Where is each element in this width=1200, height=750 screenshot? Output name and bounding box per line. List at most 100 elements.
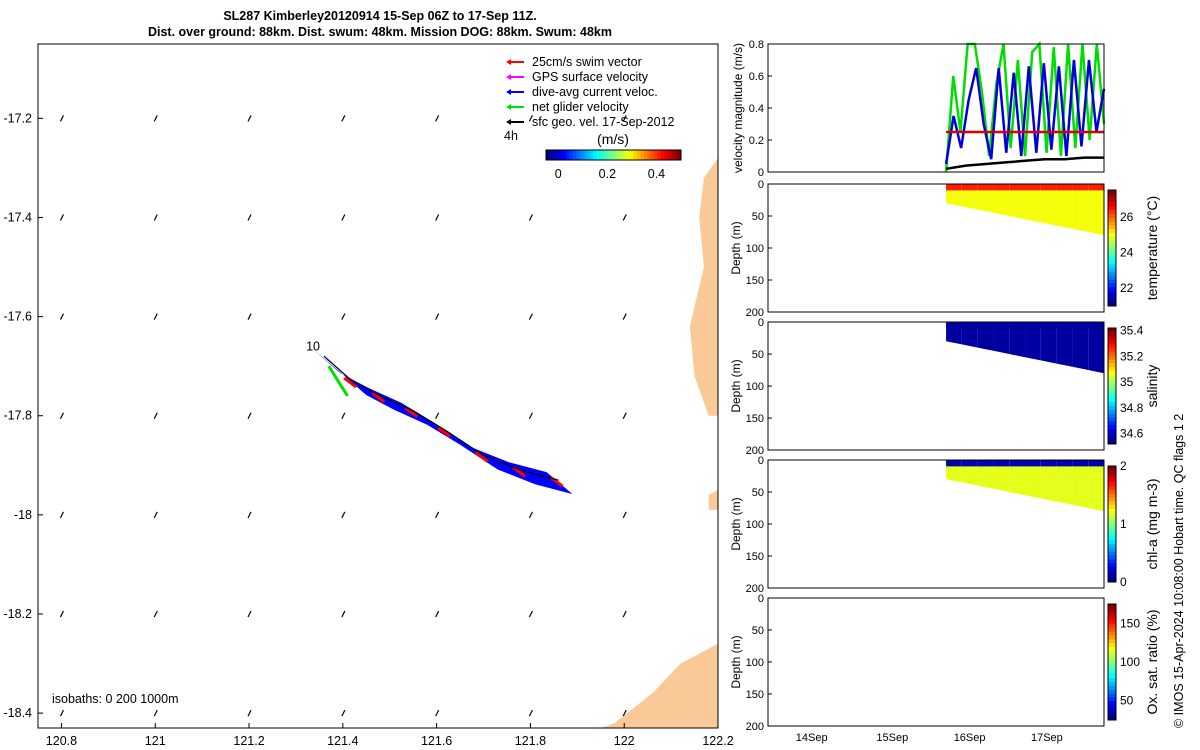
profile-colorbar-cell [1108, 290, 1116, 295]
map-ytick-label: -17.4 [4, 210, 33, 224]
figure-title: SL287 Kimberley20120914 15-Sep 06Z to 17… [0, 8, 760, 40]
profile-ytick-label: 0 [758, 179, 764, 191]
profile-colorbar-cell [1108, 627, 1116, 632]
profile-colorbar-cell [1108, 420, 1116, 426]
velocity-ytick-label: 0.2 [749, 135, 764, 147]
profile-colorbar-cell [1108, 554, 1116, 560]
colorbar-tick-label: 0 [555, 167, 562, 181]
current-vector [341, 313, 346, 320]
profile-cell [1040, 184, 1057, 226]
velocity-ytick-label: 0 [758, 167, 764, 179]
profile-colorbar-cell [1108, 466, 1116, 471]
profile-ytick-label: 100 [746, 381, 764, 393]
glider-track [323, 355, 559, 481]
current-vector [59, 214, 64, 221]
profile-colorbar-cell [1108, 681, 1116, 686]
profile-colorbar-cell [1108, 355, 1116, 360]
profile-colorbar-cell [1108, 428, 1116, 433]
colorbar-cell [674, 150, 679, 160]
colorbar-cell [620, 150, 625, 160]
profile-colorbar-cell [1108, 481, 1116, 486]
profile-surface-cell [1009, 460, 1026, 467]
profile-cell [1025, 460, 1041, 499]
profile-colorbar-cell [1108, 432, 1116, 437]
profile-colorbar-cell [1108, 282, 1116, 288]
current-vector [59, 511, 64, 519]
profile-colorbar-cell [1108, 473, 1116, 479]
profile-panel-salinity: 0 50 100 150 200 Depth (m) 34.6 34.8 35 35.2 35.4 s… [729, 317, 1160, 457]
profile-colorbar-tick: 0 [1120, 575, 1127, 589]
map-xtick-label: 121.6 [421, 734, 452, 748]
legend-label: dive-avg current veloc. [532, 85, 658, 99]
profile-colorbar-cell [1108, 716, 1116, 721]
colorbar-cell [613, 150, 618, 160]
colorbar-cell [630, 150, 635, 160]
profile-colorbar-cell [1108, 500, 1116, 506]
swim-vector [343, 376, 358, 389]
profile-cell [993, 184, 1010, 216]
land-south [600, 643, 718, 728]
current-vector [341, 610, 346, 618]
profile-ytick-label: 200 [746, 721, 764, 733]
profile-colorbar-cell [1108, 244, 1116, 249]
current-vector [341, 511, 346, 519]
colorbar-cell [664, 150, 668, 160]
colorbar-cell [643, 150, 648, 160]
profile-surface-cell [977, 460, 994, 467]
colorbar-cell [627, 150, 631, 160]
profile-colorbar-cell [1108, 558, 1116, 564]
profile-colorbar-cell [1108, 386, 1116, 391]
profile-colorbar-cell [1108, 294, 1116, 299]
current-vector [247, 313, 252, 320]
profile-surface-cell [1025, 460, 1041, 467]
current-vector [528, 610, 533, 618]
legend-arrowhead [506, 89, 511, 95]
profile-colorbar-cell [1108, 351, 1116, 356]
profile-colorbar-tick: 100 [1120, 655, 1140, 669]
profile-ytick-label: 50 [752, 625, 764, 637]
profile-colorbar-tick: 50 [1120, 694, 1134, 708]
current-vector [622, 412, 627, 420]
current-vector [153, 511, 158, 519]
current-vector [341, 115, 346, 122]
current-vector [528, 412, 533, 420]
profile-ytick-label: 0 [758, 317, 764, 329]
colorbar-cell [633, 150, 638, 160]
current-vector [247, 610, 252, 618]
profile-colorbar-cell [1108, 512, 1116, 517]
current-vector [59, 115, 64, 122]
colorbar-cell [589, 150, 594, 160]
profile-colorbar-cell [1108, 416, 1116, 422]
profile-colorbar-cell [1108, 708, 1116, 713]
profile-colorbar-cell [1108, 485, 1116, 490]
colorbar-cell [657, 150, 662, 160]
profile-colorbar-tick: 26 [1120, 210, 1134, 224]
current-vector [153, 115, 158, 122]
profile-colorbar-cell [1108, 611, 1116, 617]
profile-colorbar-cell [1108, 393, 1116, 399]
colorbar-cell [552, 150, 557, 160]
profile-colorbar-cell [1108, 331, 1116, 337]
profile-ylabel: Depth (m) [729, 221, 743, 274]
map-ytick-label: -17.2 [4, 111, 33, 125]
profile-colorbar-cell [1108, 248, 1116, 253]
colorbar-cell [647, 150, 652, 160]
colorbar-cell [637, 150, 641, 160]
profile-colorbar-cell [1108, 574, 1116, 579]
profile-colorbar-cell [1108, 440, 1116, 445]
profile-colorbar-cell [1108, 607, 1116, 613]
profile-colorbar-cell [1108, 409, 1116, 414]
colorbar-cell [610, 150, 614, 160]
profile-panel-chl-a: 0 50 100 150 200 Depth (m) 0 1 2 chl-a (mg m-3) [729, 455, 1160, 595]
velocity-series [944, 59, 1106, 165]
profile-colorbar-cell [1108, 209, 1116, 214]
profile-colorbar-cell [1108, 604, 1116, 609]
land-island [708, 490, 718, 510]
profile-colorbar-cell [1108, 566, 1116, 571]
current-vector [247, 511, 252, 519]
profile-colorbar-tick: 2 [1120, 459, 1127, 473]
profile-colorbar-label: Ox. sat. ratio (%) [1144, 609, 1160, 714]
colorbar-cell [579, 150, 584, 160]
map-ytick-label: -17.8 [4, 409, 33, 423]
